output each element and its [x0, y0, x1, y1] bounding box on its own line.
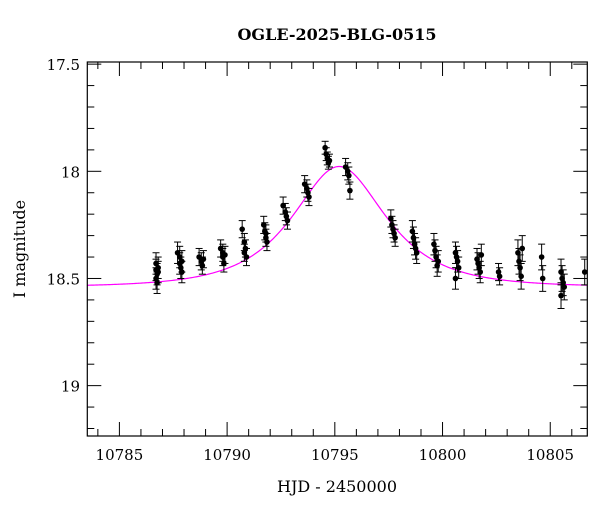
data-marker: [517, 264, 523, 271]
data-marker: [241, 249, 248, 256]
x-axis-label: HJD - 2450000: [277, 477, 397, 496]
data-marker: [346, 172, 352, 179]
data-point: [557, 282, 565, 309]
data-point: [477, 243, 485, 267]
data-marker: [179, 258, 185, 265]
data-point: [434, 250, 442, 273]
plot-area: [87, 140, 588, 309]
data-point: [391, 228, 399, 247]
data-point: [496, 267, 504, 286]
data-point: [154, 256, 162, 279]
plot-content: [87, 140, 588, 309]
data-point: [413, 241, 421, 264]
axes: 10785 10790 10795 10800 10805 17.5 18 18.5 19: [47, 56, 588, 464]
data-marker: [478, 252, 485, 258]
data-point: [283, 211, 291, 230]
data-marker: [280, 202, 286, 209]
data-marker: [496, 273, 503, 280]
data-marker: [243, 254, 250, 260]
plot-frame: [86, 61, 588, 437]
data-marker: [392, 234, 398, 241]
data-point: [518, 235, 526, 262]
data-marker: [306, 194, 312, 200]
x-tick-label: 10795: [311, 446, 359, 464]
data-marker: [413, 249, 420, 256]
data-marker: [561, 284, 568, 290]
data-marker: [435, 258, 442, 265]
y-tick-label: 19: [61, 378, 80, 396]
data-marker: [477, 269, 484, 275]
data-point: [178, 250, 186, 273]
data-marker: [558, 292, 564, 299]
data-point: [345, 166, 353, 185]
model-curve: [87, 165, 588, 286]
data-marker: [222, 252, 228, 258]
data-marker: [538, 254, 545, 260]
y-tick-label: 17.5: [47, 56, 80, 74]
data-marker: [284, 217, 291, 224]
data-marker: [200, 256, 207, 262]
data-point: [279, 196, 287, 215]
data-marker: [239, 226, 245, 232]
data-marker: [452, 275, 459, 282]
y-axis-label: I magnitude: [10, 200, 29, 298]
data-point: [221, 245, 229, 264]
data-marker: [326, 157, 333, 164]
data-marker: [519, 245, 526, 252]
data-point: [451, 267, 459, 290]
x-tick-label: 10790: [203, 446, 251, 464]
x-tick-label: 10800: [419, 446, 467, 464]
data-point: [262, 224, 270, 243]
x-tick-label: 10785: [96, 446, 144, 464]
x-tick-label: 10805: [526, 446, 574, 464]
data-marker: [518, 273, 524, 280]
data-marker: [539, 275, 546, 282]
chart-title: OGLE-2025-BLG-0515: [237, 25, 436, 44]
data-point: [539, 265, 547, 292]
data-point: [476, 260, 484, 284]
data-marker: [347, 187, 353, 194]
data-point: [325, 153, 333, 168]
data-point: [238, 220, 246, 239]
data-marker: [454, 258, 461, 265]
y-tick-label: 18.5: [47, 270, 80, 288]
y-tick-label: 18: [61, 163, 80, 181]
data-marker: [581, 269, 588, 275]
data-point: [346, 181, 354, 200]
data-point: [305, 187, 313, 207]
data-point: [199, 250, 207, 269]
data-marker: [263, 230, 269, 237]
data-point: [560, 273, 568, 301]
data-marker: [155, 264, 161, 271]
data-point: [242, 247, 250, 267]
data-point: [517, 262, 525, 290]
